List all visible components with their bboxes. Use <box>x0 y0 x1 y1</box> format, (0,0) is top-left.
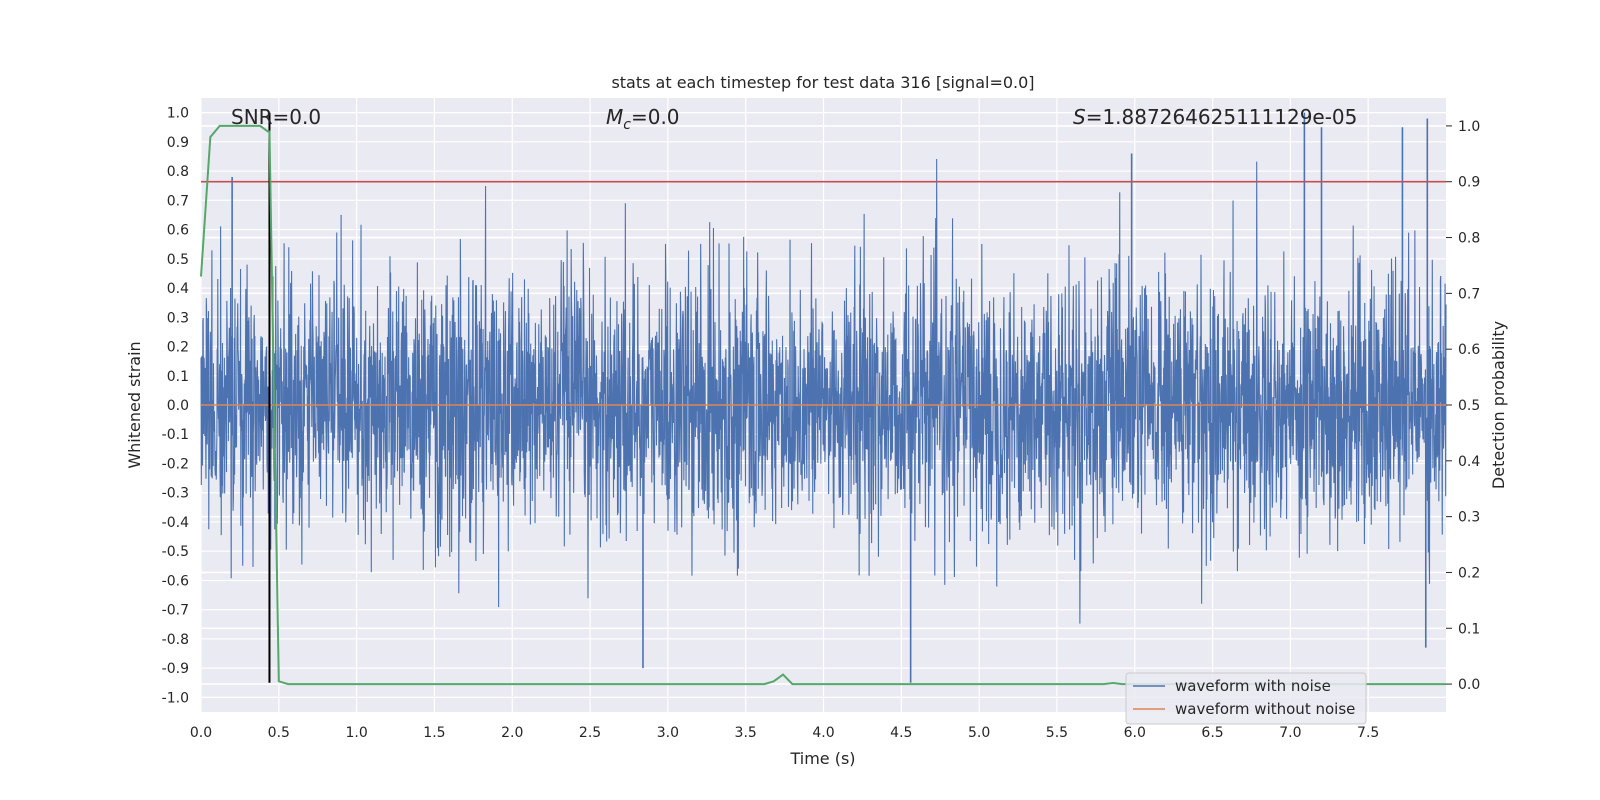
y-right-tick-label: 0.8 <box>1458 231 1480 247</box>
x-tick-label: 5.0 <box>968 725 990 741</box>
y-left-tick-label: -1.0 <box>162 690 189 706</box>
chirp-mass-value: =0.0 <box>631 105 680 129</box>
y-right-tick-label: 0.1 <box>1458 621 1480 637</box>
chirp-mass-annotation: Mc=0.0 <box>606 105 680 133</box>
y-right-tick-label: 0.4 <box>1458 454 1480 470</box>
x-tick-label: 7.0 <box>1279 725 1301 741</box>
y-left-tick-label: 0.8 <box>167 164 189 180</box>
chart-title: stats at each timestep for test data 316… <box>611 73 1034 92</box>
x-tick-label: 3.0 <box>657 725 679 741</box>
y-axis-left-ticks: 1.0 0.9 0.8 0.7 0.6 0.5 0.4 0.3 0.2 0.1 0.0 -0.1 -0.… <box>162 106 189 707</box>
y-axis-left-label: Whitened strain <box>125 341 144 468</box>
x-tick-label: 5.5 <box>1046 725 1068 741</box>
x-tick-label: 3.5 <box>735 725 757 741</box>
series-lines <box>200 112 1446 686</box>
noise-trace <box>200 158 1447 624</box>
x-tick-label: 1.0 <box>345 725 367 741</box>
y-left-tick-label: -0.1 <box>162 427 189 443</box>
x-axis-label: Time (s) <box>789 749 855 768</box>
y-left-tick-label: -0.2 <box>162 456 189 472</box>
y-left-tick-label: -0.6 <box>162 573 189 589</box>
y-left-tick-label: 0.9 <box>167 135 189 151</box>
chirp-mass-subscript: c <box>623 117 631 133</box>
y-right-tick-label: 0.3 <box>1458 510 1480 526</box>
y-left-tick-label: 0.4 <box>167 281 189 297</box>
s-value: =1.887264625111129e-05 <box>1086 105 1358 129</box>
y-right-tick-label: 0.5 <box>1458 398 1480 414</box>
legend: waveform with noise waveform without noi… <box>1125 672 1367 725</box>
legend-box <box>1125 672 1367 725</box>
y-right-tick-label: 0.2 <box>1458 565 1480 581</box>
legend-entry-noise: waveform with noise <box>1175 677 1331 695</box>
y-left-tick-label: -0.4 <box>162 515 189 531</box>
y-left-tick-label: 0.1 <box>167 369 189 385</box>
y-left-tick-label: 1.0 <box>167 106 189 122</box>
x-tick-label: 0.0 <box>190 725 212 741</box>
x-tick-label: 1.5 <box>423 725 445 741</box>
series-waveform-with-noise <box>200 112 1447 683</box>
x-tick-label: 4.0 <box>812 725 834 741</box>
y-right-tick-label: 0.7 <box>1458 286 1480 302</box>
x-tick-label: 6.0 <box>1124 725 1146 741</box>
x-tick-label: 0.5 <box>268 725 290 741</box>
x-tick-label: 4.5 <box>890 725 912 741</box>
y-axis-right-label: Detection probability <box>1489 321 1508 489</box>
s-annotation: S=1.887264625111129e-05 <box>1073 105 1357 129</box>
y-left-tick-label: -0.9 <box>162 661 189 677</box>
y-left-tick-label: -0.5 <box>162 544 189 560</box>
x-tick-label: 7.5 <box>1357 725 1379 741</box>
y-left-tick-label: 0.5 <box>167 252 189 268</box>
y-left-tick-label: -0.3 <box>162 486 189 502</box>
snr-annotation: SNR=0.0 <box>231 105 321 129</box>
y-left-tick-label: 0.7 <box>167 193 189 209</box>
x-tick-label: 2.5 <box>579 725 601 741</box>
y-left-tick-label: -0.7 <box>162 603 189 619</box>
legend-entry-no-noise: waveform without noise <box>1175 700 1355 718</box>
x-tick-label: 2.0 <box>501 725 523 741</box>
y-right-tick-label: 1.0 <box>1458 119 1480 135</box>
y-right-tick-label: 0.6 <box>1458 342 1480 358</box>
y-left-tick-label: -0.8 <box>162 632 189 648</box>
x-axis-ticks: 0.0 0.5 1.0 1.5 2.0 2.5 3.0 3.5 4.0 4.5 5.0 5.5 6.0 6… <box>190 725 1379 741</box>
y-right-tick-label: 0.0 <box>1458 677 1480 693</box>
chirp-mass-symbol: M <box>606 105 623 129</box>
y-left-tick-label: 0.3 <box>167 310 189 326</box>
y-axis-right-ticks: 1.0 0.9 0.8 0.7 0.6 0.5 0.4 0.3 0.2 0.1 0.0 <box>1446 119 1480 693</box>
x-tick-label: 6.5 <box>1201 725 1223 741</box>
s-symbol: S <box>1073 105 1086 129</box>
y-left-tick-label: 0.6 <box>167 223 189 239</box>
detection-probability-line <box>200 124 1446 686</box>
y-right-tick-label: 0.9 <box>1458 175 1480 191</box>
y-left-tick-label: 0.0 <box>167 398 189 414</box>
y-left-tick-label: 0.2 <box>167 340 189 356</box>
